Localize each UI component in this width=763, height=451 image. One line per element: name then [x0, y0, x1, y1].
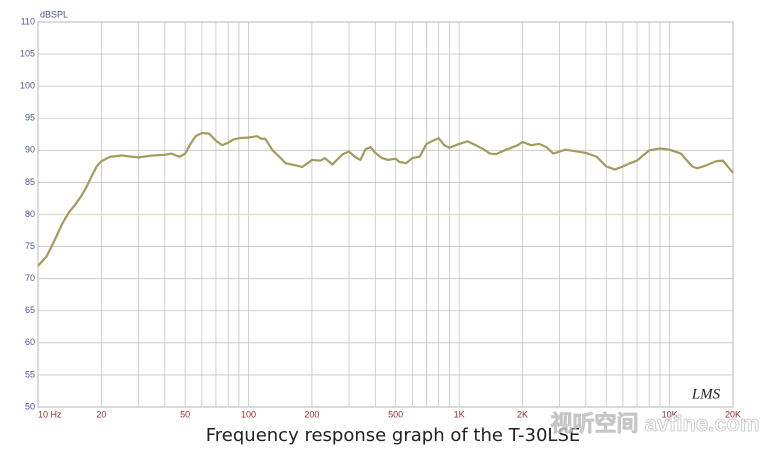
x-tick-label: 100	[241, 409, 256, 419]
y-tick-label: 70	[25, 273, 35, 283]
watermark: 视听空间 avfine.com	[550, 411, 759, 436]
y-tick-label: 90	[25, 145, 35, 155]
y-tick-label: 85	[25, 177, 35, 187]
x-tick-label: 200	[304, 409, 319, 419]
y-tick-label: 110	[21, 16, 35, 26]
y-tick-label: 95	[25, 113, 35, 123]
y-tick-label: 75	[25, 241, 35, 251]
y-tick-label: 55	[25, 369, 35, 379]
y-tick-label: 80	[25, 209, 35, 219]
x-tick-label: 10 Hz	[38, 409, 62, 419]
x-tick-label: 50	[180, 409, 190, 419]
y-tick-label: 65	[25, 305, 35, 315]
y-tick-label: 100	[20, 81, 35, 91]
x-tick-label: 500	[388, 409, 403, 419]
x-tick-label: 1K	[454, 409, 465, 419]
x-tick-label: 20K	[725, 409, 741, 419]
logo: LMS	[691, 386, 721, 402]
y-axis-label: dBSPL	[40, 9, 68, 19]
x-tick-label: 10K	[662, 409, 678, 419]
y-tick-label: 50	[25, 401, 35, 411]
caption: Frequency response graph of the T-30LSE	[206, 425, 581, 446]
x-tick-label: 2K	[517, 409, 528, 419]
y-tick-label: 105	[20, 48, 35, 58]
x-tick-label: 20	[96, 409, 106, 419]
y-tick-label: 60	[25, 337, 35, 347]
response-curve	[37, 131, 734, 267]
